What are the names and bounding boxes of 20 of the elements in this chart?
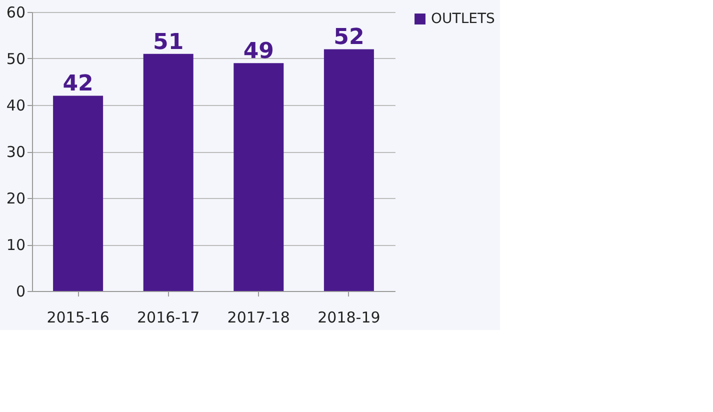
x-tick-label: 2017-18	[227, 308, 290, 326]
y-tick-label: 0	[16, 282, 26, 300]
data-label: 42	[62, 72, 94, 97]
y-tick-label: 40	[6, 96, 26, 114]
x-tick-label: 2015-16	[46, 308, 110, 326]
data-label: 52	[334, 25, 364, 50]
x-tick-label: 2018-19	[318, 308, 380, 326]
bar	[234, 63, 284, 291]
legend-label: OUTLETS	[431, 11, 496, 27]
y-tick-label: 20	[6, 190, 26, 208]
bar	[53, 96, 104, 291]
y-tick-label: 10	[6, 236, 26, 254]
y-tick-label: 50	[6, 50, 26, 68]
x-tick-label: 2016-17	[137, 308, 200, 326]
y-tick-label: 30	[6, 143, 26, 161]
y-tick-label: 60	[6, 4, 26, 22]
bar	[324, 49, 374, 291]
data-label: 51	[153, 30, 184, 55]
data-label: 49	[243, 39, 274, 64]
bar	[143, 54, 194, 291]
